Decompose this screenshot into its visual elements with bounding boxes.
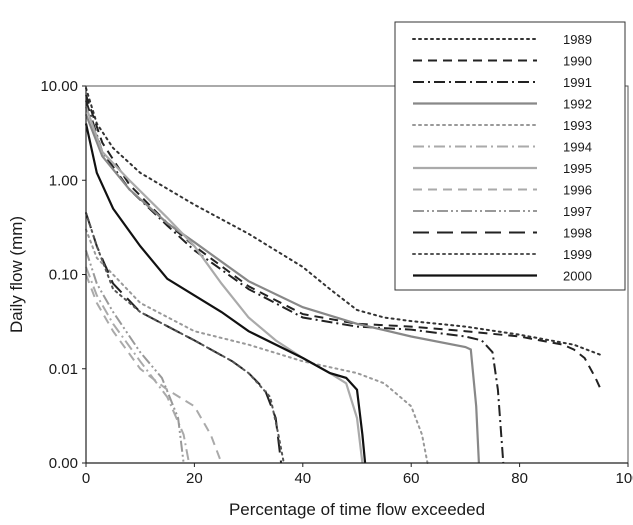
series-line-1994 xyxy=(85,266,190,464)
axes: 0.00 0.01 0.10 1.00 10.00 0 20 40 60 80 100 xyxy=(40,78,633,487)
series-line-1993 xyxy=(85,228,429,464)
series-layer xyxy=(84,87,602,464)
legend-label-1996: 1996 xyxy=(563,183,592,198)
legend-label-1989: 1989 xyxy=(563,32,592,47)
legend-label-1994: 1994 xyxy=(563,140,592,155)
series-line-1997 xyxy=(85,250,185,464)
x-tick-label: 0 xyxy=(82,470,90,487)
x-tick-label: 60 xyxy=(403,470,420,487)
legend-label-1990: 1990 xyxy=(563,54,592,69)
series-line-1992 xyxy=(84,114,480,464)
y-axis-title: Daily flow (mm) xyxy=(7,216,26,333)
legend-label-1995: 1995 xyxy=(563,161,592,176)
legend-label-1993: 1993 xyxy=(563,118,592,133)
x-tick-label: 80 xyxy=(511,470,528,487)
legend: 1989 1990 1991 1992 1993 1994 1995 1996 1997 1998… xyxy=(394,21,626,291)
x-tick-label: 40 xyxy=(294,470,311,487)
series-line-2000 xyxy=(84,123,367,464)
y-tick-label: 0.01 xyxy=(49,361,78,378)
series-line-1989 xyxy=(85,87,602,356)
y-tick-label: 1.00 xyxy=(49,172,78,189)
y-tick-label: 0.10 xyxy=(49,267,78,284)
series-line-1995 xyxy=(84,106,364,464)
y-tick-label: 10.00 xyxy=(40,78,78,95)
series-line-1990 xyxy=(85,94,602,391)
x-tick-label: 100 xyxy=(615,470,633,487)
legend-label-2000: 2000 xyxy=(563,269,592,284)
legend-label-1999: 1999 xyxy=(563,247,592,262)
series-line-1996 xyxy=(85,274,223,464)
legend-box xyxy=(394,21,626,291)
legend-label-1992: 1992 xyxy=(563,97,592,112)
legend-label-1991: 1991 xyxy=(563,75,592,90)
y-tick-label: 0.00 xyxy=(49,455,78,472)
legend-label-1997: 1997 xyxy=(563,204,592,219)
series-line-1999 xyxy=(85,211,285,464)
legend-label-1998: 1998 xyxy=(563,226,592,241)
x-axis-title: Percentage of time flow exceeded xyxy=(229,500,485,519)
x-tick-label: 20 xyxy=(186,470,203,487)
